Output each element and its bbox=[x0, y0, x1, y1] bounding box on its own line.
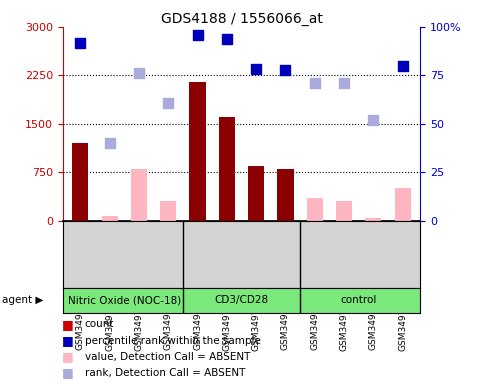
Point bbox=[223, 36, 231, 42]
Point bbox=[340, 80, 348, 86]
Bar bbox=[336, 202, 352, 221]
Text: value, Detection Call = ABSENT: value, Detection Call = ABSENT bbox=[85, 352, 250, 362]
Text: control: control bbox=[341, 295, 377, 306]
Bar bbox=[277, 169, 294, 221]
Point bbox=[369, 117, 377, 123]
Bar bbox=[307, 198, 323, 221]
Point bbox=[311, 80, 319, 86]
Text: ■: ■ bbox=[62, 366, 73, 379]
Text: agent ▶: agent ▶ bbox=[2, 295, 44, 306]
Bar bbox=[300, 288, 420, 313]
Text: Nitric Oxide (NOC-18): Nitric Oxide (NOC-18) bbox=[68, 295, 181, 306]
Bar bbox=[160, 202, 176, 221]
Text: ■: ■ bbox=[62, 318, 73, 331]
Point bbox=[76, 40, 84, 46]
Text: ■: ■ bbox=[62, 334, 73, 347]
Bar bbox=[365, 218, 382, 221]
Point bbox=[135, 70, 143, 76]
Point bbox=[164, 100, 172, 106]
Point bbox=[252, 66, 260, 72]
Text: ■: ■ bbox=[62, 350, 73, 363]
Point bbox=[399, 63, 407, 69]
Bar bbox=[395, 189, 411, 221]
Bar bbox=[101, 216, 118, 221]
Text: rank, Detection Call = ABSENT: rank, Detection Call = ABSENT bbox=[85, 368, 245, 378]
Point bbox=[194, 32, 201, 38]
Bar bbox=[131, 169, 147, 221]
Bar bbox=[189, 82, 206, 221]
Bar bbox=[219, 118, 235, 221]
Text: percentile rank within the sample: percentile rank within the sample bbox=[85, 336, 260, 346]
Text: CD3/CD28: CD3/CD28 bbox=[214, 295, 269, 306]
Bar bbox=[248, 166, 264, 221]
Bar bbox=[63, 288, 183, 313]
Title: GDS4188 / 1556066_at: GDS4188 / 1556066_at bbox=[160, 12, 323, 26]
Point bbox=[106, 140, 114, 146]
Point bbox=[282, 67, 289, 73]
Bar bbox=[72, 143, 88, 221]
Text: count: count bbox=[85, 319, 114, 329]
Bar bbox=[183, 288, 300, 313]
